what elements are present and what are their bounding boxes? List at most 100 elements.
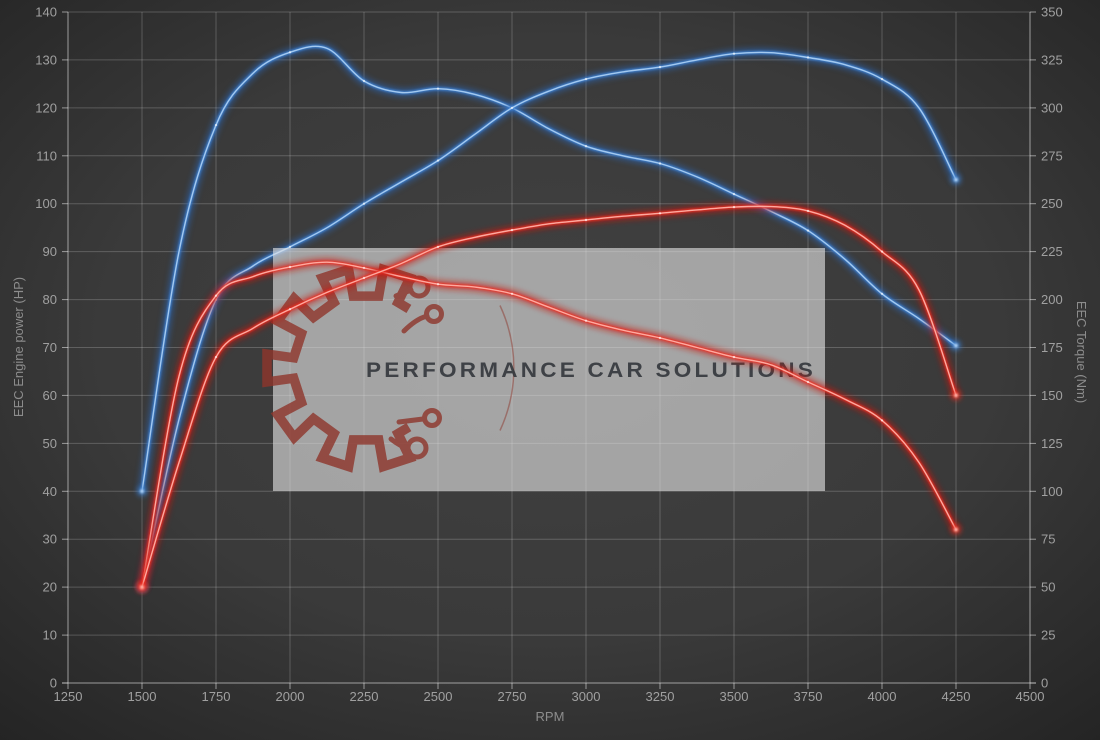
- curve-endpoint: [954, 393, 958, 398]
- x-tick-label: 3750: [794, 689, 823, 704]
- x-tick-label: 2500: [424, 689, 453, 704]
- y-right-tick-label: 75: [1041, 532, 1055, 547]
- y-left-tick-label: 110: [36, 148, 57, 163]
- x-tick-label: 2750: [498, 689, 527, 704]
- data-point-dot: [806, 380, 810, 384]
- data-point-dot: [658, 162, 662, 165]
- y-left-tick-label: 80: [43, 292, 57, 307]
- right-axis-title: EEC Torque (Nm): [1074, 301, 1089, 403]
- circuit-trace: [401, 313, 430, 334]
- data-point-dot: [806, 229, 810, 232]
- circuit-trace: [393, 287, 414, 299]
- data-point-dot: [732, 192, 736, 196]
- data-point-dot: [214, 123, 218, 127]
- tuned-curves: [137, 41, 961, 592]
- y-left-tick-label: 40: [43, 484, 57, 499]
- y-left-tick-label: 100: [35, 196, 57, 211]
- y-right-tick-label: 150: [1041, 388, 1063, 403]
- data-point-dot: [288, 51, 292, 54]
- data-point-dot: [436, 87, 440, 90]
- y-right-tick-label: 250: [1041, 196, 1063, 211]
- y-left-tick-label: 60: [43, 388, 57, 403]
- curve-endpoint: [954, 343, 958, 348]
- circuit-trace: [396, 416, 426, 425]
- y-left-tick-label: 70: [43, 340, 57, 355]
- x-tick-label: 3250: [646, 689, 675, 704]
- curve-endpoint: [954, 527, 958, 532]
- data-point-dot: [362, 276, 366, 280]
- data-point-dot: [880, 292, 884, 295]
- x-tick-label: 1250: [54, 689, 83, 704]
- y-right-tick-label: 300: [1041, 100, 1063, 115]
- data-point-dot: [806, 56, 810, 59]
- data-point-dot: [584, 319, 588, 322]
- y-right-tick-label: 350: [1041, 5, 1063, 20]
- curve-eec-engine-power-tuned-hp--core: [141, 51, 957, 588]
- y-left-tick-label: 130: [35, 52, 57, 67]
- data-point-dot: [510, 292, 514, 295]
- data-point-dot: [584, 77, 588, 81]
- data-point-dot: [362, 266, 366, 270]
- y-right-tick-label: 225: [1041, 244, 1063, 259]
- y-left-tick-label: 10: [43, 628, 57, 643]
- x-tick-label: 4500: [1016, 689, 1045, 704]
- data-point-dot: [880, 250, 884, 253]
- data-point-dot: [436, 245, 440, 249]
- data-point-dot: [510, 106, 514, 110]
- left-axis-title: EEC Engine power (HP): [11, 277, 26, 417]
- data-point-dot: [510, 228, 514, 232]
- data-point-dot: [732, 205, 736, 209]
- y-left-tick-label: 30: [43, 532, 57, 547]
- x-tick-label: 2000: [276, 689, 305, 704]
- y-left-tick-label: 120: [35, 100, 57, 115]
- x-tick-label: 3000: [572, 689, 601, 704]
- circuit-trace: [388, 436, 410, 451]
- gear-thin-arc: [499, 305, 515, 431]
- curve-endpoint: [954, 177, 958, 182]
- curve-endpoint: [140, 489, 144, 494]
- data-point-dot: [732, 52, 736, 55]
- data-point-dot: [880, 77, 884, 81]
- x-tick-label: 1500: [128, 689, 157, 704]
- y-right-tick-label: 25: [1041, 628, 1055, 643]
- y-right-tick-label: 0: [1041, 676, 1048, 691]
- data-point-dot: [584, 218, 588, 222]
- data-point-dot: [806, 209, 810, 213]
- data-point-dot: [288, 245, 292, 249]
- data-point-dot: [214, 294, 218, 297]
- x-axis-title: RPM: [536, 709, 565, 724]
- y-left-tick-label: 90: [43, 244, 57, 259]
- y-left-tick-label: 140: [35, 5, 57, 20]
- data-point-dot: [436, 159, 440, 162]
- gear-outline: [262, 263, 417, 473]
- data-point-dot: [584, 145, 588, 148]
- x-tick-label: 1750: [202, 689, 231, 704]
- x-tick-label: 3500: [720, 689, 749, 704]
- axes: [62, 11, 1036, 689]
- axis-tick-labels: 1250 1500 1750 2000 2250 2500 2750 3000 3250 3500…: [35, 5, 1062, 705]
- data-point-dot: [436, 283, 440, 286]
- x-tick-label: 4250: [942, 689, 971, 704]
- y-right-tick-label: 100: [1041, 484, 1063, 499]
- y-right-tick-label: 275: [1041, 148, 1063, 163]
- curve-eec-engine-power-original-hp--core: [141, 205, 957, 588]
- y-left-tick-label: 20: [43, 580, 57, 595]
- y-right-tick-label: 175: [1041, 340, 1063, 355]
- curve-eec-torque-original-nm--core: [141, 261, 957, 588]
- y-left-tick-label: 0: [50, 676, 57, 691]
- watermark: PERFORMANCE CAR SOLUTIONS: [262, 248, 825, 491]
- data-point-dot: [288, 265, 292, 269]
- data-point-dot: [658, 65, 662, 69]
- data-point-dot: [732, 355, 736, 359]
- y-left-tick-label: 50: [43, 436, 57, 451]
- y-right-tick-label: 125: [1041, 436, 1063, 451]
- original-curves: [137, 201, 961, 592]
- watermark-box: [273, 248, 825, 491]
- data-point-dot: [214, 355, 218, 359]
- x-tick-label: 2250: [350, 689, 379, 704]
- data-point-dot: [658, 212, 662, 215]
- curve-endpoint: [140, 585, 144, 590]
- x-tick-label: 4000: [868, 689, 897, 704]
